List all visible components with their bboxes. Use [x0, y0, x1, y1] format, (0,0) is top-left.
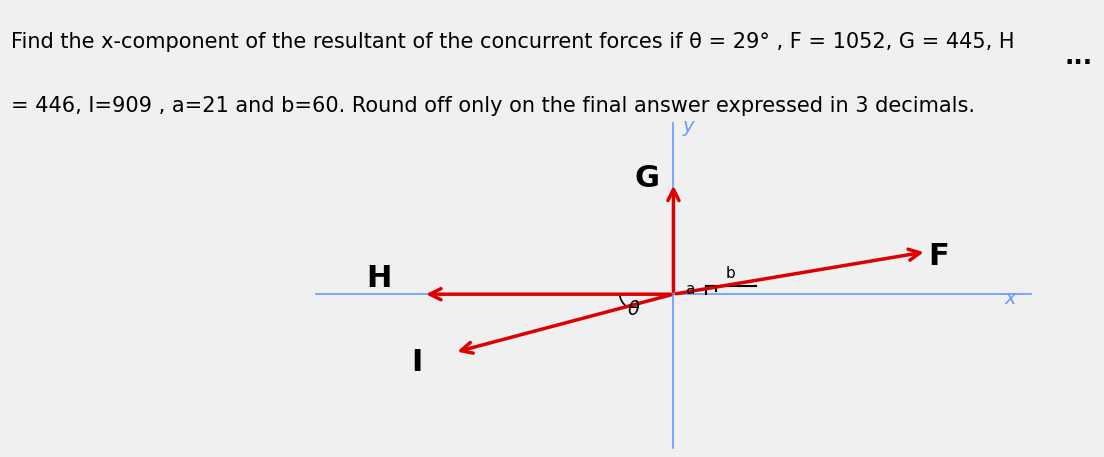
Text: b: b	[725, 266, 735, 281]
Text: I: I	[411, 348, 423, 377]
Text: a: a	[686, 282, 694, 298]
Text: = 446, I=909 , a=21 and b=60. Round off only on the final answer expressed in 3 : = 446, I=909 , a=21 and b=60. Round off …	[11, 96, 975, 116]
Text: y: y	[682, 117, 694, 136]
Text: x: x	[1005, 289, 1016, 308]
Text: H: H	[365, 264, 391, 293]
Text: Find the x-component of the resultant of the concurrent forces if θ = 29° , F = : Find the x-component of the resultant of…	[11, 32, 1015, 52]
Text: ...: ...	[1065, 45, 1093, 69]
Text: G: G	[634, 164, 659, 193]
Text: $\theta$: $\theta$	[627, 300, 641, 319]
Text: F: F	[928, 241, 949, 271]
